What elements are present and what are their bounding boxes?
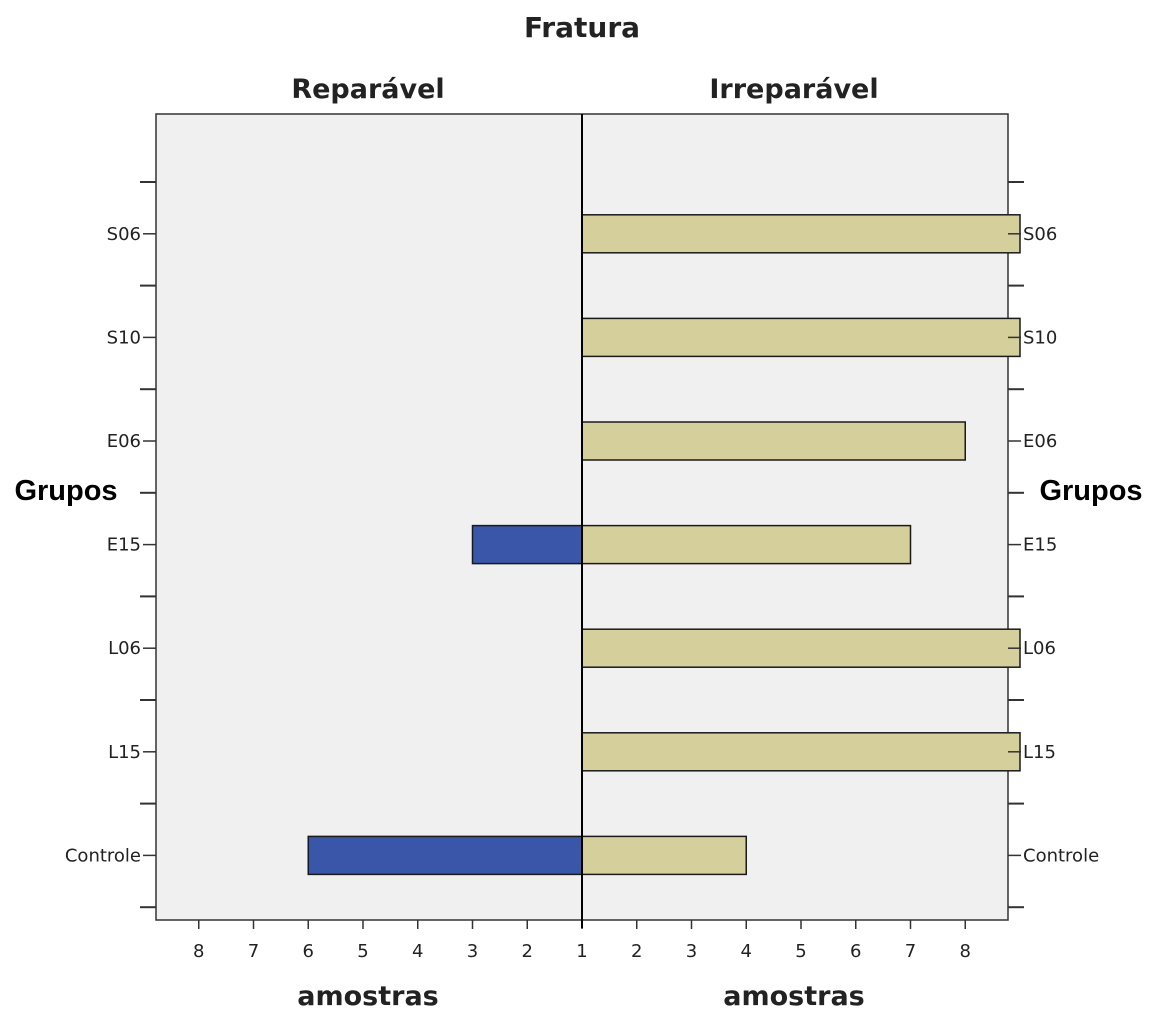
x-tick-label-right: 8 bbox=[960, 941, 971, 962]
bars-layer bbox=[307, 214, 1021, 876]
bar-reparavel-controle bbox=[307, 835, 583, 876]
x-tick-label-left: 2 bbox=[522, 941, 533, 962]
bar-irreparavel-controle bbox=[581, 835, 747, 876]
y-tick-label-right: L15 bbox=[1023, 742, 1056, 763]
y-tick-label-left: L15 bbox=[108, 742, 141, 763]
x-axis-label-right: amostras bbox=[723, 981, 865, 1012]
bar-reparavel-e15 bbox=[471, 524, 583, 565]
x-tick-label-right: 2 bbox=[631, 941, 642, 962]
y-tick-label-left: E06 bbox=[107, 431, 141, 452]
x-tick-label-left: 7 bbox=[248, 941, 259, 962]
panel-label-left: Reparável bbox=[291, 74, 444, 105]
x-tick-label-left: 3 bbox=[467, 941, 478, 962]
chart-title: Fratura bbox=[524, 11, 640, 44]
bar-irreparavel-s06 bbox=[581, 214, 1021, 254]
bar-irreparavel-e06 bbox=[581, 421, 966, 461]
y-ticks-layer: S06 S06 S10 S10 E06 E06 E15 E15 L06 L06 L15 L15 Cont… bbox=[65, 181, 1099, 909]
bar-irreparavel-s10 bbox=[581, 317, 1021, 358]
y-axis-label-right: Grupos bbox=[1039, 475, 1142, 507]
y-tick-label-left: S06 bbox=[107, 224, 141, 245]
y-tick-label-left: L06 bbox=[108, 638, 141, 659]
y-tick-label-left: E15 bbox=[107, 535, 141, 556]
y-tick-label-right: E15 bbox=[1023, 535, 1057, 556]
y-tick-label-right: E06 bbox=[1023, 431, 1057, 452]
y-tick-label-right: L06 bbox=[1023, 638, 1056, 659]
bar-irreparavel-l06 bbox=[581, 628, 1021, 668]
panel-label-right: Irreparável bbox=[709, 74, 878, 105]
x-tick-label-left: 8 bbox=[193, 941, 204, 962]
x-tick-label-left: 1 bbox=[576, 941, 587, 962]
y-tick-label-left: S10 bbox=[107, 327, 141, 348]
y-tick-label-right: S06 bbox=[1023, 224, 1057, 245]
x-tick-label-right: 5 bbox=[795, 941, 806, 962]
bar-irreparavel-e15 bbox=[581, 524, 912, 565]
x-ticks-layer: 8 7 6 5 4 3 2 1 2 3 4 5 6 7 8 bbox=[193, 920, 971, 962]
bar-irreparavel-l15 bbox=[581, 732, 1021, 772]
x-tick-label-left: 4 bbox=[412, 941, 423, 962]
y-axis-label-left: Grupos bbox=[14, 475, 117, 507]
x-tick-label-left: 6 bbox=[303, 941, 314, 962]
x-axis-label-left: amostras bbox=[297, 981, 439, 1012]
x-tick-label-left: 5 bbox=[357, 941, 368, 962]
x-tick-label-right: 7 bbox=[905, 941, 916, 962]
x-tick-label-right: 4 bbox=[741, 941, 752, 962]
y-tick-label-left: Controle bbox=[65, 845, 141, 866]
y-tick-label-right: S10 bbox=[1023, 327, 1057, 348]
x-tick-label-right: 3 bbox=[686, 941, 697, 962]
x-tick-label-right: 6 bbox=[850, 941, 861, 962]
y-tick-label-right: Controle bbox=[1023, 845, 1099, 866]
